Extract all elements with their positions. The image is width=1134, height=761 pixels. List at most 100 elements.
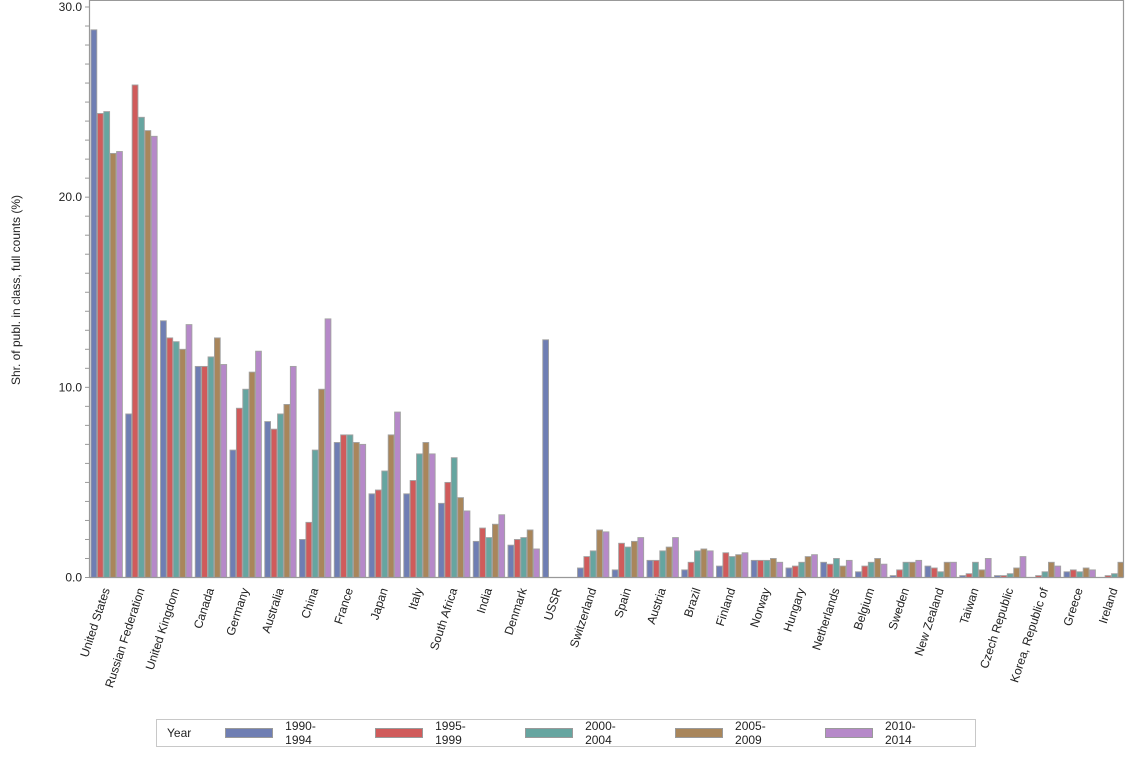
bar — [172, 341, 180, 578]
bar — [220, 364, 228, 578]
bar — [438, 502, 445, 578]
bar — [207, 356, 215, 578]
bar — [305, 521, 313, 578]
legend-item-1990-1994: 1990-1994 — [225, 719, 341, 747]
bar — [741, 552, 749, 578]
bars — [90, 29, 1130, 578]
bar — [270, 428, 278, 578]
bar — [750, 559, 758, 578]
bar — [289, 365, 297, 578]
legend-swatch — [825, 728, 873, 738]
x-tick-label: Sweden — [885, 586, 912, 632]
legend: Year 1990-1994 1995-1999 2000-2004 2005-… — [156, 719, 976, 747]
bar — [804, 556, 812, 578]
x-tick-label: Australia — [259, 586, 287, 635]
bar — [492, 523, 499, 578]
bar — [533, 548, 540, 578]
x-tick-label: Czech Republic — [977, 586, 1016, 670]
bar — [359, 443, 367, 578]
bar — [687, 561, 695, 578]
bar — [902, 561, 910, 578]
bar — [116, 151, 123, 578]
y-tick-label: 20.0 — [59, 190, 83, 204]
x-tick-label: Korea, Republic of — [1007, 585, 1051, 684]
x-tick-label: Japan — [367, 586, 390, 621]
x-tick-label: Belgium — [851, 586, 878, 632]
bar — [1047, 561, 1055, 578]
x-tick-label: Brazil — [681, 586, 704, 619]
bar — [909, 561, 916, 578]
bar — [972, 561, 979, 578]
bar — [1076, 571, 1084, 578]
bar — [109, 152, 117, 578]
bar — [450, 457, 458, 578]
bar — [735, 554, 742, 578]
bar — [1054, 565, 1062, 578]
x-tick-label: Switzerland — [567, 586, 599, 649]
bar — [861, 565, 869, 578]
bar — [283, 404, 291, 578]
bar — [416, 453, 423, 578]
bar — [652, 559, 660, 578]
legend-swatch — [675, 728, 724, 738]
bar — [96, 113, 104, 578]
legend-label: 2010-2014 — [884, 719, 916, 747]
bar — [103, 111, 111, 578]
bar — [485, 537, 493, 578]
bar — [820, 561, 828, 578]
x-tick-label: New Zealand — [912, 586, 947, 658]
bar — [394, 411, 401, 578]
legend-swatch — [525, 728, 574, 738]
bar — [324, 318, 332, 578]
bar — [618, 542, 625, 578]
bar — [681, 569, 689, 578]
legend-item-2000-2004: 2000-2004 — [525, 719, 641, 747]
bar — [716, 565, 723, 578]
bar — [763, 559, 771, 578]
bar — [1082, 567, 1090, 578]
x-tick-label: Ireland — [1096, 586, 1121, 625]
bar — [346, 434, 354, 578]
x-tick-label: Denmark — [501, 585, 530, 637]
bar — [1019, 556, 1027, 578]
bar — [596, 529, 603, 578]
bar — [798, 561, 806, 578]
bar — [602, 531, 610, 578]
bar — [166, 337, 174, 578]
bar — [694, 550, 701, 578]
bar — [179, 348, 186, 578]
bar — [498, 514, 506, 578]
x-tick-label: Greece — [1060, 586, 1086, 628]
x-tick-label: Spain — [611, 586, 634, 620]
bar — [839, 565, 847, 578]
bar — [833, 558, 840, 578]
bar — [637, 537, 645, 578]
bar — [381, 470, 389, 578]
bar — [896, 569, 903, 578]
bar — [700, 548, 708, 578]
bar — [915, 559, 923, 578]
y-axis-title: Shr. of publ. in class, full counts (%) — [9, 194, 23, 386]
bar — [138, 116, 145, 578]
bar — [631, 540, 638, 578]
bar — [479, 527, 486, 578]
legend-title: Year — [167, 726, 192, 740]
bar — [213, 337, 221, 578]
bar — [235, 407, 243, 578]
bar — [937, 571, 945, 578]
bar — [855, 571, 862, 578]
bar — [463, 510, 471, 578]
bar — [1124, 568, 1130, 578]
bar — [611, 569, 619, 578]
x-tick-label: Hungary — [781, 586, 808, 633]
bar — [422, 442, 430, 578]
bar — [577, 567, 584, 578]
bar — [776, 561, 784, 578]
bar — [624, 546, 632, 578]
bar — [160, 320, 167, 578]
bar — [513, 539, 521, 578]
bar — [90, 29, 98, 578]
bar — [201, 365, 208, 578]
